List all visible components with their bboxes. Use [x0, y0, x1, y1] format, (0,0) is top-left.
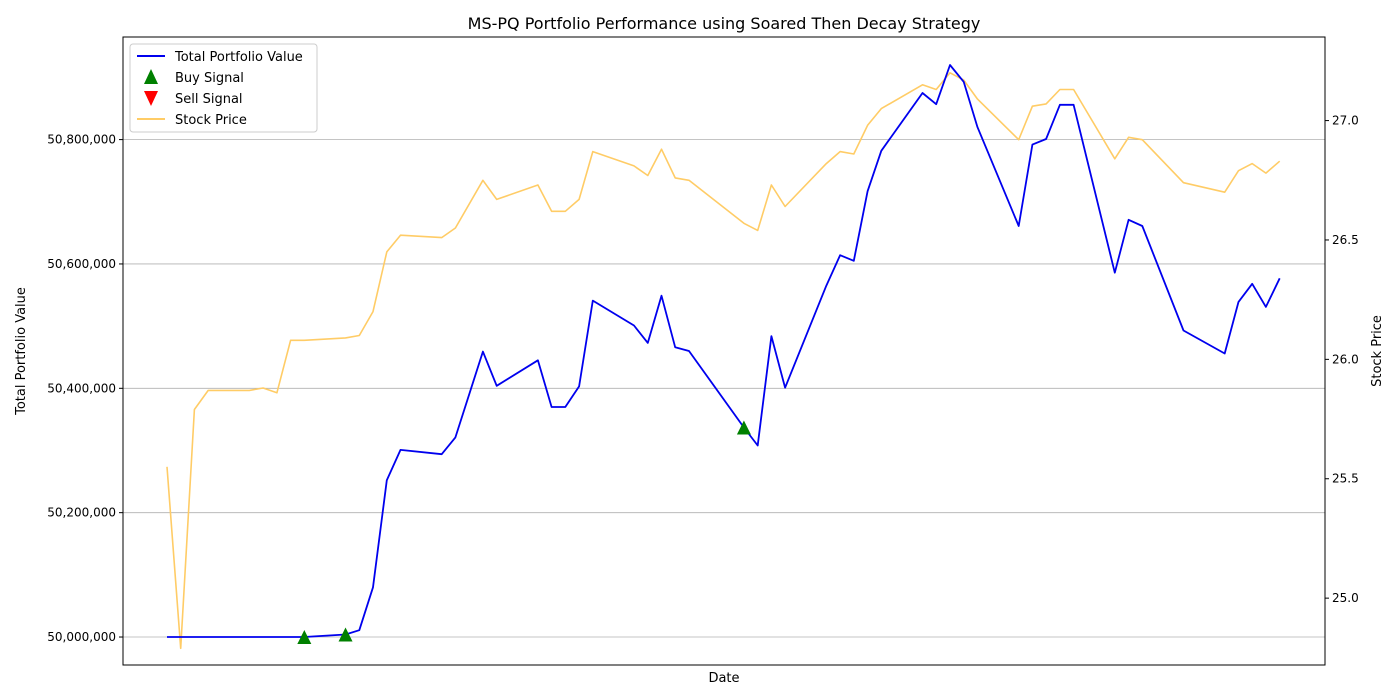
- legend-label-stock: Stock Price: [175, 113, 247, 128]
- legend-swatch-sell: [144, 91, 158, 106]
- legend-label-buy: Buy Signal: [175, 71, 244, 86]
- legend: Total Portfolio Value Buy Signal Sell Si…: [129, 43, 318, 133]
- left-tick-label: 50,800,000: [47, 133, 116, 147]
- left-tick-label: 50,200,000: [47, 506, 116, 520]
- legend-box: [129, 43, 318, 133]
- right-tick-label: 26.5: [1332, 233, 1359, 247]
- stock-price-line: [166, 72, 1281, 650]
- chart-title: MS-PQ Portfolio Performance using Soared…: [468, 14, 981, 33]
- right-y-axis: 25.0 25.5 26.0 26.5 27.0: [1325, 114, 1359, 605]
- buy-signal-marker: [297, 630, 312, 645]
- y2-axis-label: Stock Price: [1370, 315, 1385, 387]
- right-tick-label: 27.0: [1332, 114, 1359, 128]
- buy-signal-marker: [338, 627, 353, 642]
- right-tick-label: 25.5: [1332, 472, 1359, 486]
- x-axis-label: Date: [708, 671, 739, 686]
- left-y-axis: 50,000,000 50,200,000 50,400,000 50,600,000…: [47, 133, 123, 644]
- left-tick-label: 50,600,000: [47, 257, 116, 271]
- signal-markers: [297, 420, 751, 645]
- legend-label-portfolio: Total Portfolio Value: [174, 50, 303, 65]
- plot-area-frame: [122, 36, 1326, 666]
- right-tick-label: 25.0: [1332, 591, 1359, 605]
- legend-label-sell: Sell Signal: [175, 92, 243, 107]
- gridlines: [123, 139, 1325, 638]
- left-tick-label: 50,400,000: [47, 381, 116, 395]
- legend-swatch-buy: [144, 69, 158, 84]
- y-axis-label: Total Portfolio Value: [14, 287, 29, 416]
- left-tick-label: 50,000,000: [47, 630, 116, 644]
- portfolio-value-line: [167, 64, 1281, 638]
- series-lines: [166, 64, 1281, 650]
- right-tick-label: 26.0: [1332, 352, 1359, 366]
- buy-signal-marker: [736, 420, 751, 435]
